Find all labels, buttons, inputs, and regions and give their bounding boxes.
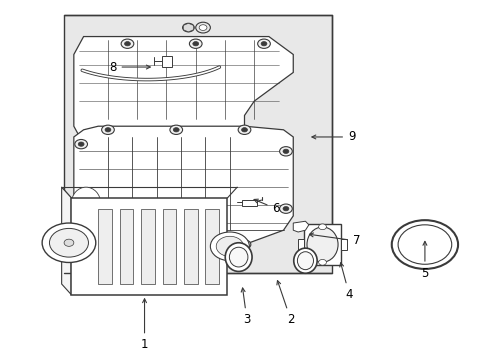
Text: 1: 1 <box>141 299 148 351</box>
Circle shape <box>216 236 243 256</box>
Bar <box>242 200 256 206</box>
Circle shape <box>283 207 288 211</box>
Circle shape <box>78 221 84 225</box>
Circle shape <box>279 147 292 156</box>
Circle shape <box>182 23 194 32</box>
Bar <box>340 239 346 250</box>
Text: 2: 2 <box>276 281 294 327</box>
Circle shape <box>241 128 247 132</box>
Circle shape <box>195 22 210 33</box>
Circle shape <box>261 41 266 46</box>
Polygon shape <box>293 221 308 232</box>
Circle shape <box>279 204 292 213</box>
Text: 6: 6 <box>254 199 279 215</box>
Bar <box>141 209 155 284</box>
Circle shape <box>75 139 87 149</box>
Circle shape <box>124 41 130 46</box>
Circle shape <box>121 39 134 48</box>
Ellipse shape <box>297 252 313 270</box>
Circle shape <box>192 41 198 46</box>
Text: 3: 3 <box>241 288 250 327</box>
Circle shape <box>257 39 270 48</box>
Circle shape <box>241 242 247 247</box>
Bar <box>120 209 133 284</box>
Bar <box>161 56 172 67</box>
Circle shape <box>78 142 84 146</box>
Polygon shape <box>74 126 293 244</box>
Bar <box>162 209 176 284</box>
Bar <box>71 198 227 295</box>
Circle shape <box>173 242 179 247</box>
Text: 7: 7 <box>309 233 360 247</box>
Circle shape <box>283 149 288 153</box>
Bar <box>304 224 340 265</box>
Bar <box>64 15 331 273</box>
Polygon shape <box>61 187 71 295</box>
Text: 5: 5 <box>420 242 427 280</box>
Circle shape <box>238 240 250 249</box>
Bar <box>183 209 197 284</box>
Circle shape <box>199 25 206 31</box>
Circle shape <box>210 232 249 261</box>
Circle shape <box>238 125 250 134</box>
Circle shape <box>75 219 87 228</box>
Ellipse shape <box>229 247 247 267</box>
Circle shape <box>49 228 88 257</box>
Circle shape <box>391 220 457 269</box>
Circle shape <box>318 260 326 265</box>
Ellipse shape <box>306 227 337 262</box>
Circle shape <box>169 125 182 134</box>
Ellipse shape <box>293 248 317 273</box>
Circle shape <box>397 225 451 264</box>
Circle shape <box>102 125 114 134</box>
Text: 4: 4 <box>339 263 352 301</box>
Polygon shape <box>74 37 293 151</box>
Circle shape <box>169 240 182 249</box>
Circle shape <box>189 39 202 48</box>
Circle shape <box>295 225 303 230</box>
Polygon shape <box>183 23 193 32</box>
Bar <box>298 239 304 250</box>
Circle shape <box>318 224 326 230</box>
Text: 8: 8 <box>109 60 150 73</box>
Circle shape <box>42 223 96 262</box>
Circle shape <box>105 242 111 247</box>
Ellipse shape <box>71 187 101 220</box>
Circle shape <box>105 128 111 132</box>
Bar <box>205 209 219 284</box>
Circle shape <box>173 128 179 132</box>
Circle shape <box>64 239 74 246</box>
Circle shape <box>102 240 114 249</box>
Text: 9: 9 <box>311 130 355 144</box>
Ellipse shape <box>225 243 251 271</box>
Bar <box>98 209 112 284</box>
